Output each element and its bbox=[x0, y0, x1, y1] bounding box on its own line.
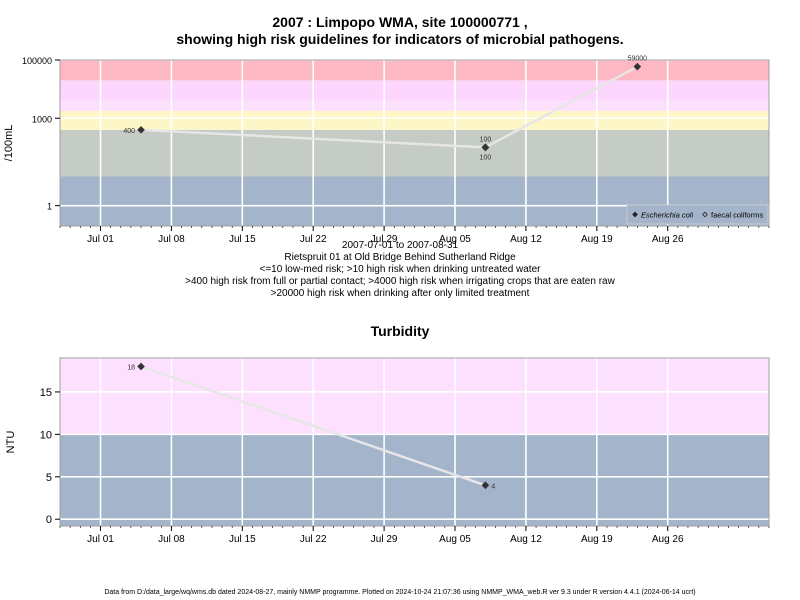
data-point-0-2 bbox=[633, 62, 642, 71]
x-tick-label-5: Aug 05 bbox=[439, 534, 471, 545]
data-label-0-1: 100 bbox=[480, 154, 492, 161]
x-tick-label-2: Jul 15 bbox=[229, 234, 256, 245]
risk-band-0 bbox=[60, 434, 769, 526]
x-tick-label-4: Jul 29 bbox=[371, 234, 398, 245]
caption-line-3: <=10 low-med risk; >10 high risk when dr… bbox=[259, 264, 541, 275]
x-tick-label-7: Aug 19 bbox=[581, 234, 613, 245]
x-tick-label-4: Jul 29 bbox=[371, 534, 398, 545]
data-label-0-0: 18 bbox=[127, 364, 135, 371]
x-tick-label-3: Jul 22 bbox=[300, 234, 327, 245]
chart1-title-line2: showing high risk guidelines for indicat… bbox=[176, 31, 624, 47]
x-tick-label-0: Jul 01 bbox=[87, 234, 114, 245]
data-point-0-0 bbox=[137, 362, 145, 371]
x-tick-label-1: Jul 08 bbox=[158, 234, 185, 245]
x-tick-label-6: Aug 12 bbox=[510, 234, 542, 245]
data-point-1-0 bbox=[481, 143, 490, 152]
y-tick-label-0: 0 bbox=[46, 514, 52, 526]
risk-band-5 bbox=[60, 60, 769, 81]
ecoli-chart: 1 1000 100000 Jul 01 Jul 08 Jul 15 Jul 22 Jul 2… bbox=[3, 56, 770, 245]
data-point-0-0 bbox=[137, 126, 145, 134]
data-label-1-0: 100 bbox=[480, 136, 492, 143]
legend-box bbox=[626, 204, 769, 225]
risk-band-2 bbox=[60, 110, 769, 130]
legend-label-1: faecal coliforms bbox=[711, 211, 763, 220]
y-tick-label-3: 15 bbox=[40, 387, 52, 399]
footer-note: Data from D:/data_large/wq/wms.db dated … bbox=[104, 589, 696, 596]
x-tick-label-5: Aug 05 bbox=[439, 234, 471, 245]
chart1-title-line1: 2007 : Limpopo WMA, site 100000771 , bbox=[272, 14, 528, 30]
caption-line-2: Rietspruit 01 at Old Bridge Behind Suthe… bbox=[284, 252, 516, 263]
x-tick-label-2: Jul 15 bbox=[229, 534, 256, 545]
risk-band-3 bbox=[60, 100, 769, 111]
x-tick-label-3: Jul 22 bbox=[300, 534, 327, 545]
risk-band-1 bbox=[60, 358, 769, 435]
legend-label-0: Escherichia coli bbox=[641, 211, 693, 220]
y-axis-label: /100mL bbox=[3, 125, 15, 162]
x-tick-label-8: Aug 26 bbox=[652, 534, 684, 545]
data-label-0-2: 59000 bbox=[628, 56, 648, 63]
caption-line-1: 2007-07-01 to 2007-08-31 bbox=[341, 240, 459, 251]
x-tick-label-1: Jul 08 bbox=[158, 534, 185, 545]
data-label-0-1: 4 bbox=[491, 483, 495, 490]
caption-line-4: >400 high risk from full or partial cont… bbox=[185, 276, 615, 287]
x-tick-label-7: Aug 19 bbox=[581, 534, 613, 545]
y-tick-label-1: 5 bbox=[46, 472, 52, 484]
legend-marker-0 bbox=[632, 211, 638, 218]
y-tick-label-0: 1 bbox=[47, 202, 52, 212]
risk-band-1 bbox=[60, 129, 769, 177]
x-tick-label-6: Aug 12 bbox=[510, 534, 542, 545]
y-axis-label: NTU bbox=[5, 431, 17, 454]
y-tick-label-2: 100000 bbox=[22, 56, 52, 66]
data-point-0-1 bbox=[481, 481, 490, 490]
caption-line-5: >20000 high risk when drinking after onl… bbox=[270, 288, 530, 299]
series-line-0 bbox=[140, 365, 486, 487]
data-label-0-0: 400 bbox=[123, 128, 135, 135]
y-tick-label-2: 10 bbox=[40, 429, 52, 441]
x-tick-label-0: Jul 01 bbox=[87, 534, 114, 545]
x-tick-label-8: Aug 26 bbox=[652, 234, 684, 245]
legend-marker-1 bbox=[702, 211, 708, 218]
chart2-title: Turbidity bbox=[370, 323, 430, 339]
y-tick-label-1: 1000 bbox=[32, 114, 52, 124]
risk-band-4 bbox=[60, 80, 769, 101]
